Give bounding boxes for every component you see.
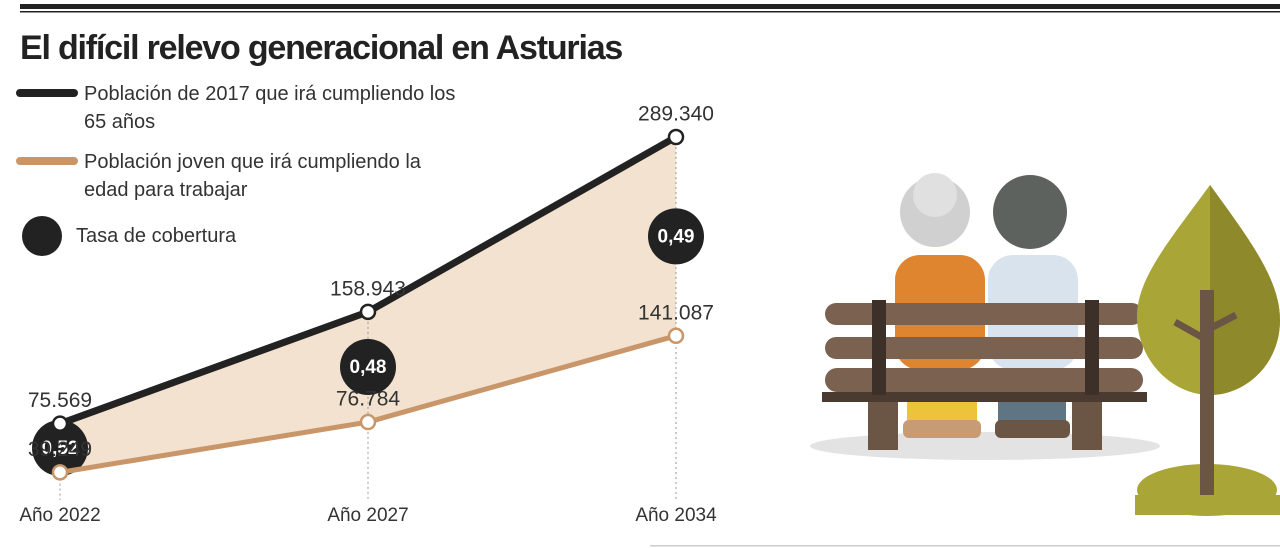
value-label: 39.249 [28,438,92,461]
top-rule [20,4,1280,9]
value-label: 76.784 [336,388,401,411]
coverage-dot [32,420,88,477]
top-rule-thin [20,11,1280,13]
series-point [667,327,685,345]
legend-label: Población joven que irá cumpliendo la ed… [84,151,421,201]
chart-title: El difícil relevo generacional en Asturi… [20,29,622,67]
coverage-dot [648,208,704,265]
x-tick-label: Año 2034 [635,505,717,526]
value-label: 158.943 [330,277,406,300]
series-point [359,413,377,431]
illustration [650,173,1280,547]
plot: Año 2022 Año 2027 Año 2034 0,52 0,48 0,49 75.5… [19,103,717,526]
value-label: 141.087 [638,301,714,324]
series-point [359,303,377,321]
x-tick-label: Año 2022 [19,505,100,526]
series-point [51,415,69,432]
x-tick-label: Año 2027 [327,505,408,526]
value-label: 289.340 [638,103,714,126]
coverage-label: 0,52 [42,438,79,459]
coverage-dot [340,338,396,395]
legend-label: Tasa de cobertura [76,225,237,247]
series-point [51,464,69,481]
legend-swatch [22,216,62,256]
coverage-label: 0,48 [350,357,387,378]
value-label: 75.569 [28,389,92,412]
series-point [667,128,685,146]
coverage-label: 0,49 [658,226,695,247]
band-area [60,137,676,473]
legend-label: Población de 2017 que irá cumpliendo los… [84,83,456,133]
